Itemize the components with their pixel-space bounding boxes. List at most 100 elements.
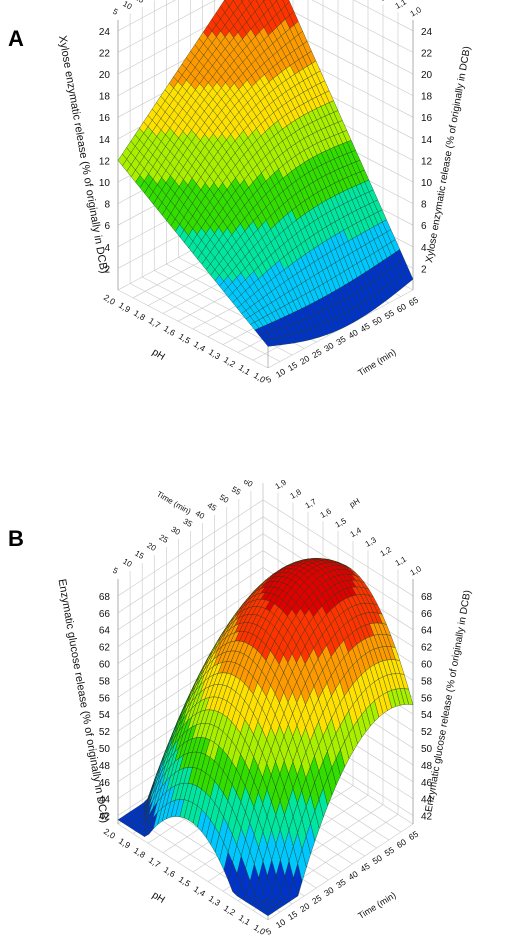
time-tick-label: 5 [264,926,274,937]
ph-tick-label: 1,7 [147,855,163,870]
z-tick-label-right: 64 [421,626,433,637]
axis-title-ph-top: pH [348,496,362,509]
ph-tick-label: 1,2 [222,354,238,369]
time-tick-label: 60 [395,301,409,315]
time-tick-label-top: 5 [111,566,120,576]
z-tick-label-right: 60 [421,659,433,670]
z-tick-label-left: 6 [104,221,110,232]
z-tick-label-left: 48 [99,761,111,772]
z-tick-label-left: 18 [99,92,111,103]
ph-tick-label-top: 1,4 [349,525,364,539]
time-tick-label-top: 30 [170,525,183,538]
ph-tick-label: 1,0 [252,922,268,937]
ph-tick-label-top: 1,3 [364,535,379,549]
time-tick-label: 35 [334,877,348,891]
z-tick-label-right: 22 [421,48,433,59]
surface-plot-glucose: 42 42 44 44 46 46 48 48 50 50 52 52 54 54 56 56 58 58 60 60… [56,480,474,937]
time-tick-label: 65 [407,295,421,309]
z-tick-label-right: 66 [421,609,433,620]
ph-tick-label: 1,3 [207,347,223,362]
time-tick-label: 25 [310,893,324,907]
time-tick-label: 60 [395,837,409,851]
time-tick-label: 65 [407,829,421,843]
z-tick-label-left: 10 [99,178,111,189]
ph-tick-label: 1,8 [132,845,148,860]
time-tick-label-top: 50 [218,493,231,506]
z-tick-label-left: 50 [99,744,111,755]
z-tick-label-left: 68 [99,592,111,603]
time-tick-label: 40 [346,327,360,341]
z-tick-label-right: 4 [421,243,427,254]
z-tick-label-left: 8 [104,200,110,211]
time-tick-label: 25 [310,347,324,361]
ph-tick-label: 1,9 [117,300,133,315]
time-tick-label: 10 [274,366,288,380]
ph-tick-label: 1,8 [132,308,148,323]
time-tick-label: 15 [286,360,300,374]
time-tick-label: 30 [322,340,336,354]
ph-tick-label-top: 1,6 [319,506,334,520]
time-tick-label-top: 25 [157,533,170,546]
time-tick-label-top: 60 [242,480,255,489]
time-tick-label-top: 10 [121,557,134,570]
ph-tick-label: 1,0 [252,370,268,385]
z-tick-label-right: 44 [421,795,433,806]
time-tick-label-top: 20 [145,541,158,554]
axis-title-ph: pH [150,890,167,906]
time-tick-label-top: 15 [133,0,146,5]
z-tick-label-left: 46 [99,778,111,789]
surface-mesh [117,558,414,917]
z-tick-label-left: 54 [99,710,111,721]
z-tick-label-left: 16 [99,113,111,124]
time-tick-label: 45 [358,321,372,335]
ph-tick-label-top: 1,1 [394,554,409,568]
z-tick-label-left: 14 [99,135,111,146]
z-tick-label-right: 24 [421,27,433,38]
z-tick-label-left: 58 [99,676,111,687]
time-tick-label: 10 [274,917,288,931]
ph-tick-label: 1,5 [177,874,193,889]
z-tick-label-left: 2 [104,264,110,275]
ph-tick-label: 2,0 [102,292,118,307]
z-tick-label-left: 12 [99,156,111,167]
ph-tick-label: 1,6 [162,864,178,879]
time-tick-label: 20 [298,353,312,367]
z-tick-label-right: 56 [421,693,433,704]
time-tick-label-top: 40 [194,509,207,522]
time-tick-label: 15 [286,909,300,923]
z-tick-label-right: 50 [421,744,433,755]
ph-tick-label-top: 1,5 [334,516,349,530]
z-tick-label-left: 24 [99,27,111,38]
ph-tick-label: 1,7 [147,315,163,330]
surface-mesh [117,0,414,347]
ph-tick-label-top: 1,7 [304,497,319,511]
z-tick-label-left: 62 [99,643,111,654]
ph-tick-label-top: 1,9 [274,480,289,491]
surface-patch [263,339,273,347]
z-tick-label-right: 20 [421,70,433,81]
time-tick-label: 40 [346,869,360,883]
time-tick-label: 55 [383,308,397,322]
ph-tick-label: 1,1 [237,912,253,927]
z-tick-label-right: 12 [421,156,433,167]
z-tick-label-left: 4 [104,243,110,254]
time-tick-label: 55 [383,845,397,859]
z-tick-label-right: 42 [421,812,433,823]
panel-b: B 42 42 44 44 46 46 48 48 50 50 52 52 54 54 56 56 58 58 60… [0,480,518,949]
z-tick-label-right: 46 [421,778,433,789]
z-tick-label-right: 8 [421,200,427,211]
z-tick-label-left: 66 [99,609,111,620]
time-tick-label-top: 35 [182,517,195,530]
z-tick-label-left: 22 [99,48,111,59]
z-tick-label-left: 60 [99,659,111,670]
time-tick-label-top: 15 [133,549,146,562]
z-tick-label-right: 62 [421,643,433,654]
ph-tick-label-top: 1,2 [379,0,394,3]
z-tick-label-right: 52 [421,727,433,738]
z-tick-label-right: 2 [421,264,427,275]
ph-tick-label-top: 1,0 [409,564,424,578]
time-tick-label: 50 [370,314,384,328]
ph-tick-label: 1,4 [192,339,208,354]
ph-tick-label-top: 1,0 [409,5,424,19]
